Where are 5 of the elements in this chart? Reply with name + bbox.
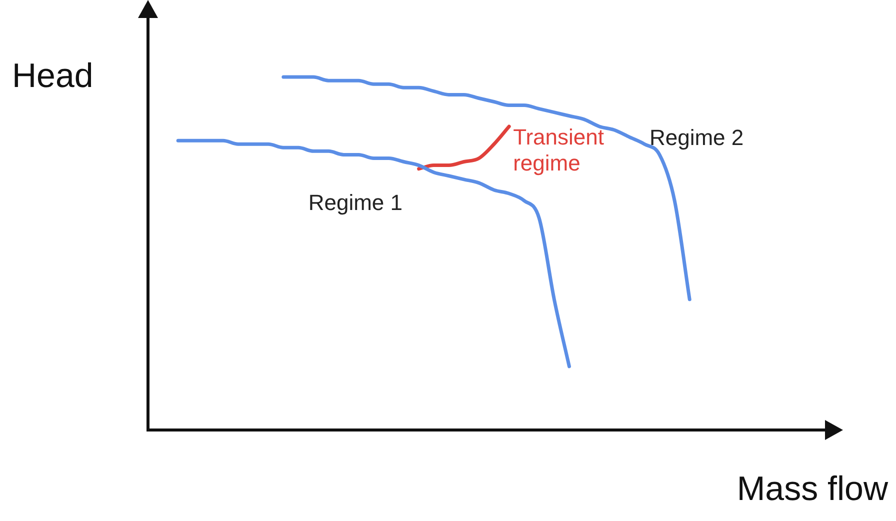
series-label: Regime 2 [649,125,744,150]
y-axis-title: Head [12,57,94,96]
series-label: Regime 1 [308,190,403,216]
x-axis-title: Mass flow [736,470,888,509]
series-label: Transient regime [513,124,604,176]
